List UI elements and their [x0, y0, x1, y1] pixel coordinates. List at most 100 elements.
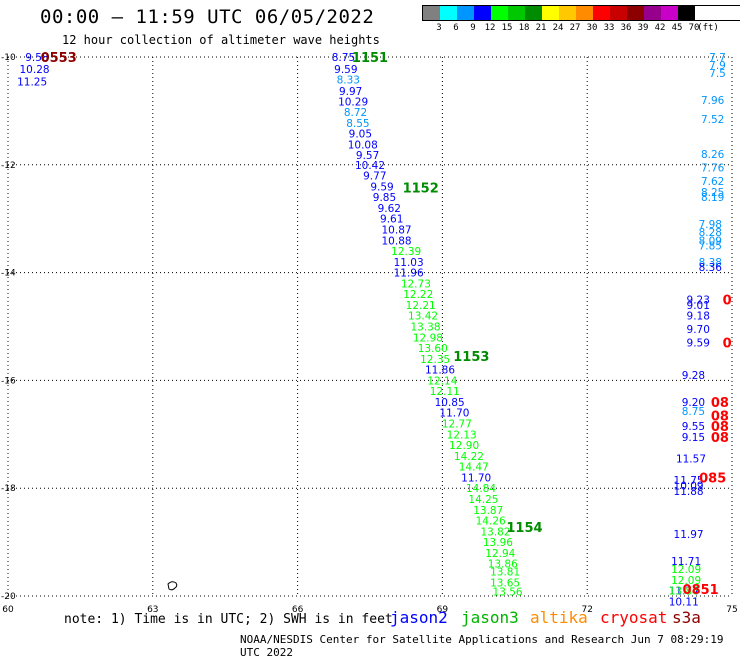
wave-height-value: 9.77 — [363, 171, 386, 183]
wave-height-value: 11.97 — [674, 529, 704, 541]
wave-height-value: 14.22 — [454, 451, 484, 463]
wave-height-value: 9.97 — [339, 86, 362, 98]
wave-height-value: 11.03 — [394, 257, 424, 269]
wave-height-value: 14.25 — [468, 494, 498, 506]
pass-time-label: 0 — [723, 337, 732, 352]
wave-height-value: 9.20 — [682, 397, 705, 409]
wave-height-value: 10.09 — [674, 481, 704, 493]
pass-time-label: 08 — [711, 409, 729, 424]
wave-height-value: 11.57 — [676, 454, 706, 466]
pass-time-label: 0851 — [683, 583, 719, 598]
wave-height-value: 9.05 — [349, 129, 372, 141]
pass-time-label: 0 — [723, 294, 732, 309]
pass-time-label: 08 — [711, 431, 729, 446]
wave-height-value: 9.59 — [370, 181, 393, 193]
wave-height-value: 9.15 — [682, 432, 705, 444]
map-subtitle: 12 hour collection of altimeter wave hei… — [62, 33, 380, 47]
wave-height-value: 13.81 — [490, 567, 520, 579]
satellite-label-s3a: s3a — [672, 608, 701, 627]
wave-height-value: 12.13 — [447, 429, 477, 441]
wave-height-value: 9.28 — [682, 370, 705, 382]
wave-height-value: 13.42 — [408, 311, 438, 323]
wave-height-value: 11.71 — [671, 556, 701, 568]
wave-height-value: 11.96 — [394, 268, 424, 280]
wave-height-value: 7.96 — [701, 95, 725, 107]
wave-height-value: 12.35 — [420, 354, 450, 366]
wave-height-value: 10.11 — [669, 596, 699, 608]
island-outline — [167, 581, 178, 591]
satellite-label-jason3: jason3 — [461, 608, 519, 627]
satellite-label-cryosat: cryosat — [600, 608, 668, 627]
legend-unit: (ft) — [697, 23, 719, 33]
wave-height-value: 10.29 — [338, 97, 368, 109]
legend-swatch — [542, 6, 559, 20]
pass-time-label: 0553 — [41, 51, 77, 66]
wave-height-value: 8.19 — [701, 192, 724, 204]
legend-tick-label: 36 — [620, 23, 632, 33]
wave-height-value: 9.59 — [334, 64, 357, 76]
wave-height-value: 14.84 — [466, 483, 496, 495]
credit-line: NOAA/NESDIS Center for Satellite Applica… — [240, 633, 724, 659]
legend-tick-label: 6 — [453, 23, 459, 33]
wave-height-value: 13.86 — [669, 586, 699, 598]
wave-height-value: 9.58 — [25, 52, 48, 64]
legend-swatch — [678, 6, 695, 20]
wave-height-value: 8.75 — [332, 52, 355, 64]
wave-height-value: 9.23 — [687, 295, 710, 307]
legend-swatch — [440, 6, 457, 20]
wave-height-value: 8.26 — [701, 149, 725, 161]
wave-height-value: 12.22 — [403, 289, 433, 301]
wave-height-value: 13.86 — [488, 559, 518, 571]
wave-height-value: 7.62 — [701, 176, 724, 188]
wave-height-value: 10.42 — [355, 160, 385, 172]
wave-height-value: 8.72 — [344, 107, 367, 119]
wave-height-value: 13.65 — [490, 578, 520, 590]
wave-height-value: 11.75 — [674, 475, 704, 487]
lon-tick-label: 63 — [147, 605, 158, 615]
wave-height-value: 12.94 — [485, 548, 515, 560]
wave-height-value: 9.62 — [378, 203, 401, 215]
wave-height-value: 11.70 — [461, 472, 491, 484]
wave-height-value: 8.38 — [699, 257, 722, 269]
wave-height-value: 7.52 — [701, 114, 724, 126]
satellite-label-jason2: jason2 — [390, 608, 448, 627]
legend-swatch — [593, 6, 610, 20]
lat-tick-label: -10 — [1, 53, 16, 63]
legend-tick-label: 70 — [688, 23, 700, 33]
wave-height-value: 8.33 — [337, 75, 360, 87]
wave-height-value: 10.87 — [382, 224, 412, 236]
legend-swatch — [491, 6, 508, 20]
lon-tick-label: 66 — [292, 605, 304, 615]
wave-height-value: 7.98 — [699, 219, 722, 231]
legend-tick-label: 33 — [603, 23, 615, 33]
pass-time-label: 08 — [711, 396, 729, 411]
legend-tick-label: 39 — [637, 23, 649, 33]
wave-height-value: 14.47 — [459, 462, 489, 474]
wave-height-value: 12.90 — [449, 440, 479, 452]
legend-swatch — [627, 6, 644, 20]
lon-tick-label: 69 — [437, 605, 449, 615]
pass-time-label: 08 — [711, 420, 729, 435]
pass-time-label: 085 — [699, 471, 726, 486]
legend-swatch — [610, 6, 627, 20]
wave-height-value: 10.08 — [348, 139, 378, 151]
wave-height-value: 9.01 — [687, 300, 710, 312]
wave-height-value: 8.28 — [699, 227, 722, 239]
wave-height-value: 13.82 — [480, 526, 510, 538]
wave-height-value: 12.21 — [406, 300, 436, 312]
legend-tick-label: 21 — [535, 23, 547, 33]
wave-height-value: 9.61 — [380, 214, 403, 226]
wave-height-value: 9.55 — [682, 421, 705, 433]
legend-labels: 3 6 9 12 15 18 21 24 27 30 33 36 39 42 45 70 (ft) — [422, 21, 740, 35]
legend-tick-label: 24 — [552, 23, 564, 33]
footer-note: note: 1) Time is in UTC; 2) SWH is in fe… — [64, 612, 393, 627]
wave-height-value: 7.5 — [709, 68, 726, 80]
wave-height-value: 12.14 — [427, 375, 457, 387]
legend-swatch — [661, 6, 678, 20]
pass-time-label: 1154 — [506, 521, 542, 536]
legend-swatch — [576, 6, 593, 20]
wave-height-value: 8.25 — [701, 187, 724, 199]
lat-tick-label: -12 — [1, 161, 16, 171]
wave-height-value: 8.36 — [699, 262, 723, 274]
